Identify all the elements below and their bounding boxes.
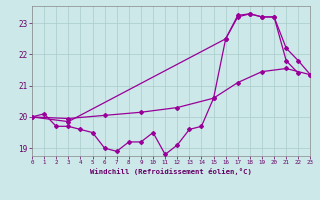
X-axis label: Windchill (Refroidissement éolien,°C): Windchill (Refroidissement éolien,°C) (90, 168, 252, 175)
